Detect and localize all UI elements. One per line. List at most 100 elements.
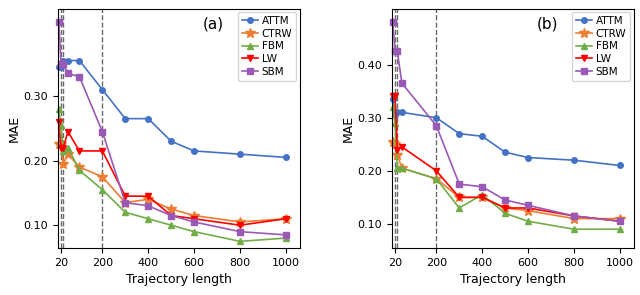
SBM [398,81,406,85]
CTRW [282,217,290,220]
LW [55,120,63,124]
ATTM [64,59,72,62]
FBM [64,146,72,150]
ATTM [391,113,399,117]
LW [389,95,397,98]
FBM [616,227,623,231]
LW [570,214,578,218]
SBM [389,20,397,24]
ATTM [524,156,532,159]
LW [145,194,152,198]
FBM [389,105,397,109]
ATTM [616,164,623,167]
FBM [524,219,532,223]
SBM [394,50,401,53]
CTRW [391,142,399,146]
ATTM [570,158,578,162]
FBM [501,212,509,215]
CTRW [64,153,72,156]
LW [391,95,399,98]
CTRW [145,198,152,201]
SBM [99,130,106,133]
X-axis label: Trajectory length: Trajectory length [460,273,566,286]
CTRW [433,177,440,181]
LW [456,196,463,199]
SBM [145,204,152,208]
LW [99,149,106,153]
ATTM [501,150,509,154]
SBM [570,214,578,218]
ATTM [398,111,406,114]
SBM [57,62,65,65]
LW [398,145,406,149]
CTRW [99,175,106,178]
ATTM [433,116,440,119]
CTRW [501,206,509,210]
CTRW [394,153,401,157]
SBM [501,198,509,202]
FBM [282,236,290,240]
ATTM [236,153,244,156]
Line: LW: LW [55,118,289,229]
FBM [145,217,152,220]
ATTM [190,149,198,153]
LW [167,214,175,217]
FBM [391,121,399,125]
CTRW [398,166,406,170]
Legend: ATTM, CTRW, FBM, LW, SBM: ATTM, CTRW, FBM, LW, SBM [572,12,630,81]
ATTM [456,132,463,135]
ATTM [478,135,486,138]
Legend: ATTM, CTRW, FBM, LW, SBM: ATTM, CTRW, FBM, LW, SBM [237,12,296,81]
LW [433,169,440,173]
CTRW [55,143,63,146]
Line: CTRW: CTRW [54,140,291,227]
SBM [76,75,83,78]
LW [190,217,198,220]
CTRW [190,214,198,217]
FBM [60,149,67,153]
CTRW [456,196,463,199]
Line: SBM: SBM [56,19,289,238]
LW [76,149,83,153]
ATTM [145,117,152,120]
LW [394,148,401,151]
SBM [236,230,244,233]
Line: ATTM: ATTM [390,96,623,168]
LW [64,130,72,133]
CTRW [236,220,244,224]
FBM [433,177,440,181]
Line: FBM: FBM [389,104,623,233]
SBM [433,124,440,127]
ATTM [57,65,65,69]
LW [236,223,244,227]
CTRW [389,140,397,143]
LW [60,146,67,150]
FBM [99,188,106,191]
LW [616,219,623,223]
CTRW [122,201,129,204]
CTRW [76,165,83,169]
CTRW [57,143,65,146]
LW [122,194,129,198]
SBM [391,50,399,53]
CTRW [570,217,578,220]
Text: (b): (b) [537,16,558,31]
LW [501,206,509,210]
FBM [456,206,463,210]
FBM [167,223,175,227]
CTRW [167,207,175,211]
Line: CTRW: CTRW [388,137,625,223]
Y-axis label: MAE: MAE [7,115,20,142]
FBM [398,166,406,170]
Line: SBM: SBM [390,19,623,224]
Text: (a): (a) [203,16,224,31]
SBM [167,214,175,217]
CTRW [524,209,532,212]
Line: LW: LW [389,93,623,225]
LW [282,217,290,220]
SBM [122,201,129,204]
SBM [524,204,532,207]
SBM [456,182,463,186]
FBM [570,227,578,231]
Line: FBM: FBM [55,106,289,245]
